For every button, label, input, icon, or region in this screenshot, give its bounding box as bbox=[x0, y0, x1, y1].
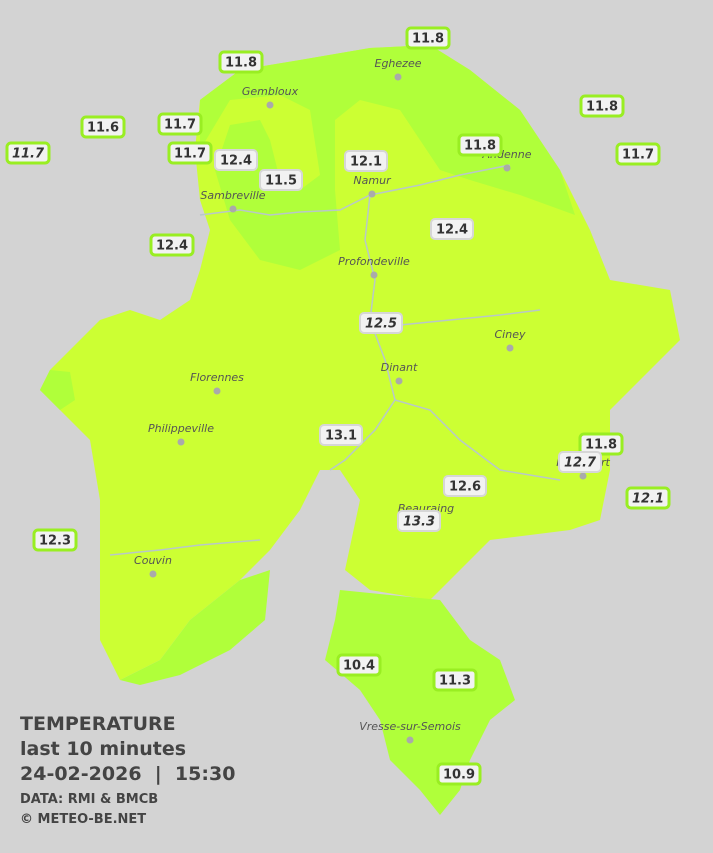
station-box bbox=[432, 668, 478, 692]
city-label: Couvin bbox=[134, 554, 172, 567]
region-green-west bbox=[40, 370, 75, 410]
station-value: 11.3 bbox=[439, 674, 471, 689]
station-value: 13.3 bbox=[403, 515, 435, 530]
station-value: 11.8 bbox=[225, 56, 257, 71]
station-box bbox=[405, 26, 451, 50]
station-value: 11.5 bbox=[265, 174, 297, 189]
station-value: 11.8 bbox=[586, 100, 618, 115]
station-box bbox=[319, 424, 363, 446]
station-value: 12.4 bbox=[220, 154, 252, 169]
station-box bbox=[218, 50, 264, 74]
city-label: Florennes bbox=[190, 371, 244, 384]
station-box bbox=[457, 133, 503, 157]
legend-title: TEMPERATURE bbox=[20, 713, 176, 735]
station-box bbox=[359, 312, 403, 334]
station-value: 12.3 bbox=[39, 534, 71, 549]
legend-datetime: 24-02-2026 | 15:30 bbox=[20, 763, 235, 785]
station-box bbox=[443, 475, 487, 497]
station-value: 11.8 bbox=[412, 32, 444, 47]
city-dot bbox=[368, 190, 376, 198]
station-box bbox=[214, 149, 258, 171]
station-box bbox=[436, 762, 482, 786]
station-value: 11.8 bbox=[585, 438, 617, 453]
city-dot bbox=[395, 377, 403, 385]
region-main bbox=[40, 45, 680, 680]
city-label: Namur bbox=[353, 174, 392, 187]
city-label: Philippeville bbox=[148, 422, 214, 435]
city-dot bbox=[394, 73, 402, 81]
station-value: 12.7 bbox=[564, 456, 597, 471]
station-value: 11.7 bbox=[622, 148, 654, 163]
station-value: 11.7 bbox=[12, 147, 45, 162]
city-dot bbox=[266, 101, 274, 109]
station-value: 10.9 bbox=[443, 768, 475, 783]
station-value: 11.6 bbox=[87, 121, 119, 136]
city-dot bbox=[149, 570, 157, 578]
station-value: 11.7 bbox=[164, 118, 196, 133]
city-label: Dinant bbox=[381, 361, 418, 374]
station-value: 13.1 bbox=[325, 429, 357, 444]
station-box bbox=[5, 141, 51, 165]
station-value: 12.1 bbox=[632, 492, 664, 507]
city-label: Sambreville bbox=[200, 189, 265, 202]
city-dot bbox=[370, 271, 378, 279]
station-box bbox=[336, 653, 382, 677]
city-dot bbox=[503, 164, 511, 172]
region-green-southwest bbox=[120, 570, 270, 685]
river bbox=[109, 164, 561, 556]
city-dot bbox=[229, 205, 237, 213]
station-value: 12.1 bbox=[350, 155, 382, 170]
station-box bbox=[80, 115, 126, 139]
station-value: 12.4 bbox=[436, 223, 468, 238]
city-dot bbox=[213, 387, 221, 395]
station-box bbox=[397, 510, 441, 532]
station-value: 11.7 bbox=[174, 147, 206, 162]
city-dot bbox=[177, 438, 185, 446]
region-green-south bbox=[325, 590, 515, 815]
station-box bbox=[167, 141, 213, 165]
city-label: Ciney bbox=[495, 328, 526, 341]
station-value: 12.5 bbox=[365, 317, 397, 332]
station-box bbox=[344, 150, 388, 172]
city-dot bbox=[506, 344, 514, 352]
station-box bbox=[259, 169, 303, 191]
station-box bbox=[558, 451, 602, 473]
station-value: 12.4 bbox=[156, 239, 188, 254]
station-box bbox=[149, 233, 195, 257]
legend-credit: © METEO-BE.NET bbox=[20, 812, 146, 827]
station-box bbox=[625, 486, 671, 510]
city-dot bbox=[579, 472, 587, 480]
station-box bbox=[579, 94, 625, 118]
station-value: 11.8 bbox=[464, 139, 496, 154]
legend-source: DATA: RMI & BMCB bbox=[20, 792, 158, 807]
city-dot bbox=[406, 736, 414, 744]
legend-subtitle: last 10 minutes bbox=[20, 738, 186, 760]
city-label: Profondeville bbox=[338, 255, 410, 268]
city-label: Vresse-sur-Semois bbox=[359, 720, 461, 733]
station-value: 12.6 bbox=[449, 480, 481, 495]
city-label: Eghezee bbox=[375, 57, 422, 70]
station-box bbox=[615, 142, 661, 166]
station-value: 10.4 bbox=[343, 659, 375, 674]
station-box bbox=[430, 218, 474, 240]
station-box bbox=[32, 528, 78, 552]
station-box bbox=[157, 112, 203, 136]
region-green-north bbox=[200, 45, 575, 270]
city-label: Gembloux bbox=[242, 85, 299, 98]
